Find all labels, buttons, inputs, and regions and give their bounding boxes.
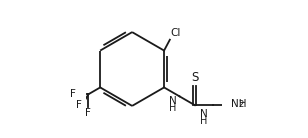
Text: NH: NH xyxy=(231,99,246,109)
Text: N: N xyxy=(200,109,208,119)
Text: F: F xyxy=(70,89,75,99)
Text: 2: 2 xyxy=(239,100,244,109)
Text: S: S xyxy=(191,71,199,84)
Text: Cl: Cl xyxy=(171,28,181,38)
Text: F: F xyxy=(85,108,91,118)
Text: N: N xyxy=(169,96,177,106)
Text: H: H xyxy=(200,116,207,126)
Text: F: F xyxy=(76,100,82,110)
Text: H: H xyxy=(169,104,177,113)
